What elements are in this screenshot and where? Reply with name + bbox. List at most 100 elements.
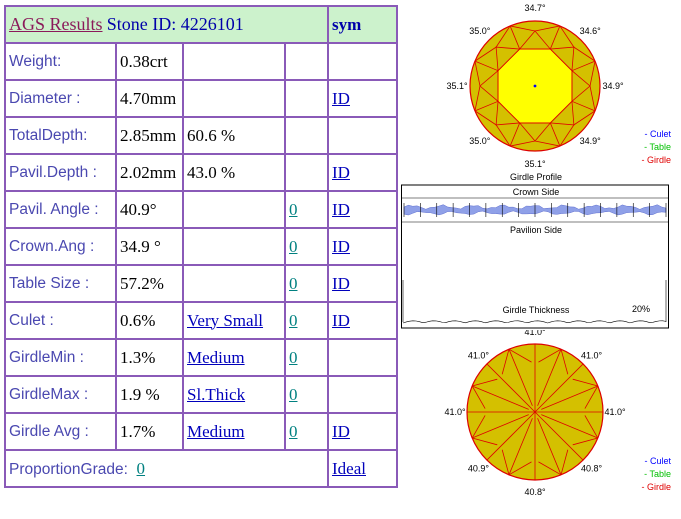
- pavilion-legend: - Culet - Table - Girdle: [641, 456, 671, 492]
- table-size-id-link[interactable]: ID: [332, 273, 350, 293]
- pavil-angle-grade-cell: 0: [283, 190, 330, 229]
- girdlemin-value: 1.3%: [120, 347, 156, 367]
- girdle-avg-extra-cell: Medium: [182, 412, 286, 451]
- lower-girdle-line: [472, 437, 498, 446]
- pavil-angle-id-link[interactable]: ID: [332, 199, 350, 219]
- girdlemin-grade[interactable]: 0: [289, 347, 298, 367]
- lower-girdle-line: [508, 461, 532, 476]
- star-facet: [571, 69, 591, 103]
- legend-culet: - Culet: [644, 456, 671, 466]
- culet-value: 0.6%: [120, 310, 156, 330]
- diameter-grade-cell: [283, 79, 330, 118]
- girdle-avg-id-link-cell: ID: [327, 412, 399, 451]
- culet-id-link[interactable]: ID: [332, 310, 350, 330]
- table-size-id-link-cell: ID: [327, 264, 399, 303]
- culet-grade-cell: 0: [283, 301, 330, 340]
- culet-label-cell: Culet :: [4, 301, 117, 340]
- pavil-depth-value: 2.02mm: [120, 162, 177, 182]
- pavil-angle-grade[interactable]: 0: [289, 199, 298, 219]
- pavil-depth-value-cell: 2.02mm: [115, 153, 184, 192]
- pavilion-half-line: [472, 414, 529, 439]
- girdlemin-label-cell: GirdleMin :: [4, 338, 117, 377]
- girdle-avg-extra[interactable]: Medium: [187, 421, 245, 441]
- sym-label: sym: [332, 14, 362, 34]
- pavilion-half-line: [541, 385, 598, 410]
- results-rows: Weight: 0.38crt Diameter : 4.70mm ID TotalDep…: [4, 42, 399, 451]
- lower-girdle-line: [560, 449, 569, 475]
- proportion-grade-label-cell: ProportionGrade: 0: [3, 449, 330, 488]
- lower-girdle-line: [501, 349, 510, 375]
- lower-girdle-line: [538, 348, 562, 363]
- weight-extra-cell: [182, 42, 286, 81]
- kite-line: [549, 122, 561, 147]
- culet-grade[interactable]: 0: [289, 310, 298, 330]
- girdle-avg-grade[interactable]: 0: [289, 421, 298, 441]
- pavilion-half-line: [508, 418, 533, 475]
- crown-ang-id-link[interactable]: ID: [332, 236, 350, 256]
- girdle-ticks: [403, 203, 667, 217]
- pavil-angle-value-cell: 40.9°: [115, 190, 184, 229]
- proportion-result-link[interactable]: Ideal: [332, 458, 366, 478]
- pavil-depth-id-link[interactable]: ID: [332, 162, 350, 182]
- culet-label: Culet :: [9, 311, 54, 329]
- crown-ang-value-cell: 34.9 °: [115, 227, 184, 266]
- totaldepth-value: 2.85mm: [120, 125, 177, 145]
- kite-line: [474, 60, 499, 72]
- girdlemax-grade[interactable]: 0: [289, 384, 298, 404]
- table-size-grade-cell: 0: [283, 264, 330, 303]
- lower-girdle-line: [572, 437, 598, 446]
- crown-ang-grade[interactable]: 0: [289, 236, 298, 256]
- proportion-grade-link[interactable]: 0: [136, 458, 146, 478]
- girdlemin-extra-cell: Medium: [182, 338, 286, 377]
- lower-girdle-line: [584, 385, 599, 409]
- culet-extra[interactable]: Very Small: [187, 310, 264, 330]
- pavil-angle-label-cell: Pavil. Angle :: [4, 190, 117, 229]
- pavil-depth-label-cell: Pavil.Depth :: [4, 153, 117, 192]
- upper-girdle-line: [474, 85, 481, 111]
- pavil-depth-id-link-cell: ID: [327, 153, 399, 192]
- pavilion-half-line: [537, 349, 562, 406]
- upper-girdle-line: [559, 25, 575, 48]
- crown-legend: - Culet - Table - Girdle: [641, 129, 671, 165]
- kite-line: [571, 60, 596, 72]
- crown-ang-extra-cell: [182, 227, 286, 266]
- table-size-label: Table Size :: [9, 274, 90, 292]
- diameter-value-cell: 4.70mm: [115, 79, 184, 118]
- star-facet: [495, 100, 521, 126]
- diameter-id-link[interactable]: ID: [332, 88, 350, 108]
- star-facet: [549, 100, 575, 126]
- weight-value-cell: 0.38crt: [115, 42, 184, 81]
- weight-id-link-cell: [327, 42, 399, 81]
- ags-results-link[interactable]: AGS Results: [9, 14, 103, 34]
- weight-label-cell: Weight:: [4, 42, 117, 81]
- proportion-grade-label: ProportionGrade:: [9, 460, 128, 478]
- girdlemin-extra[interactable]: Medium: [187, 347, 245, 367]
- culet-point: [533, 84, 537, 88]
- lower-girdle-line: [508, 348, 532, 363]
- pavilion-facets: [467, 344, 603, 480]
- row-totaldepth: TotalDepth: 2.85mm 60.6 %: [4, 116, 399, 155]
- girdle-avg-id-link[interactable]: ID: [332, 421, 350, 441]
- sym-header: sym: [327, 5, 399, 44]
- upper-girdle-line: [495, 25, 511, 48]
- girdle-avg-grade-cell: 0: [283, 412, 330, 451]
- lower-girdle-line: [572, 378, 598, 387]
- crown-ang-id-link-cell: ID: [327, 227, 399, 266]
- lower-girdle-line: [471, 415, 486, 439]
- legend-table: - Table: [644, 469, 671, 479]
- girdlemax-extra[interactable]: Sl.Thick: [187, 384, 246, 404]
- upper-girdle-line: [573, 46, 596, 62]
- row-pavil-depth: Pavil.Depth : 2.02mm 43.0 % ID: [4, 153, 399, 192]
- pavil-depth-extra-cell: 43.0 %: [182, 153, 286, 192]
- girdlemax-id-link-cell: [327, 375, 399, 414]
- crown-angle-label: 34.6°: [580, 26, 602, 36]
- row-girdle-avg: Girdle Avg : 1.7% Medium 0 ID: [4, 412, 399, 451]
- girdlemin-value-cell: 1.3%: [115, 338, 184, 377]
- crown-side-label: Crown Side: [513, 187, 560, 197]
- girdlemax-value: 1.9 %: [120, 384, 160, 404]
- upper-girdle-line: [589, 61, 596, 87]
- table-size-grade[interactable]: 0: [289, 273, 298, 293]
- pavilion-half-line: [537, 418, 562, 475]
- star-facet: [518, 30, 552, 50]
- results-header-row: AGS Results Stone ID: 4226101 sym: [3, 5, 399, 44]
